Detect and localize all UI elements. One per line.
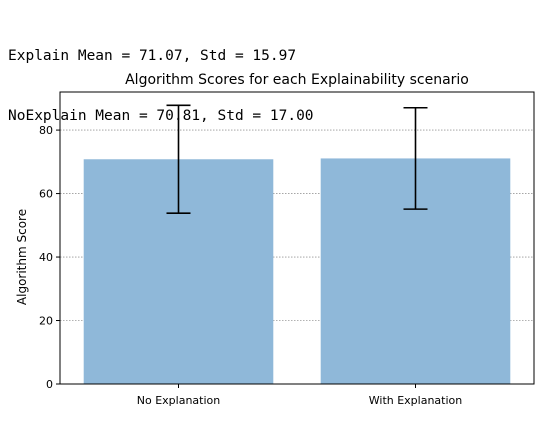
error-bars	[166, 104, 428, 215]
console-line-noexplain: NoExplain Mean = 70.81, Std = 17.00	[8, 108, 314, 124]
y-tick-label: 20	[39, 315, 53, 328]
bars	[83, 158, 511, 384]
console-output: Explain Mean = 71.07, Std = 15.97 NoExpl…	[8, 6, 314, 146]
y-tick-label: 60	[39, 188, 53, 201]
y-axis-ticks: 0 20 40 60 80	[39, 124, 60, 391]
y-axis-label: Algorithm Score	[15, 209, 29, 305]
y-tick-label: 0	[46, 378, 53, 391]
x-axis-ticks: No Explanation With Explanation	[137, 384, 463, 407]
y-tick-label: 80	[39, 124, 53, 137]
x-tick-label: No Explanation	[137, 394, 221, 407]
chart-title: Algorithm Scores for each Explainability…	[125, 72, 469, 88]
plot-frame	[59, 91, 535, 385]
x-tick-label: With Explanation	[369, 394, 463, 407]
y-tick-label: 40	[39, 251, 53, 264]
chart-container: Algorithm Scores for each Explainability…	[0, 60, 546, 419]
console-line-explain: Explain Mean = 71.07, Std = 15.97	[8, 48, 297, 64]
bar-chart: Algorithm Scores for each Explainability…	[15, 72, 535, 407]
